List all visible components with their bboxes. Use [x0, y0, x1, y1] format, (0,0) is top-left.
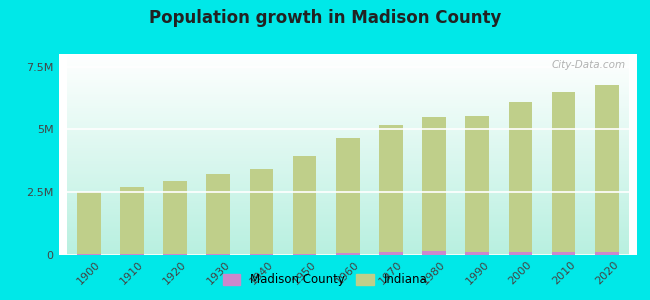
Bar	[250, 169, 273, 255]
Bar	[422, 251, 446, 255]
Bar	[465, 116, 489, 255]
Bar	[508, 252, 532, 255]
Bar	[379, 124, 403, 255]
Bar	[250, 254, 273, 255]
Bar	[77, 254, 101, 255]
Bar	[595, 85, 619, 255]
Legend: Madison County, Indiana: Madison County, Indiana	[218, 269, 432, 291]
Bar	[292, 254, 317, 255]
Bar	[120, 187, 144, 255]
Text: Population growth in Madison County: Population growth in Madison County	[149, 9, 501, 27]
Bar	[465, 252, 489, 255]
Bar	[552, 252, 575, 255]
Bar	[508, 102, 532, 255]
Bar	[163, 182, 187, 255]
Bar	[422, 117, 446, 255]
Bar	[163, 254, 187, 255]
Bar	[379, 251, 403, 255]
Bar	[552, 92, 575, 255]
Bar	[120, 254, 144, 255]
Bar	[336, 138, 359, 255]
Bar	[336, 254, 359, 255]
Bar	[77, 192, 101, 255]
Bar	[206, 174, 230, 255]
Bar	[595, 252, 619, 255]
Bar	[292, 156, 317, 255]
Text: City-Data.com: City-Data.com	[551, 60, 625, 70]
Bar	[206, 254, 230, 255]
